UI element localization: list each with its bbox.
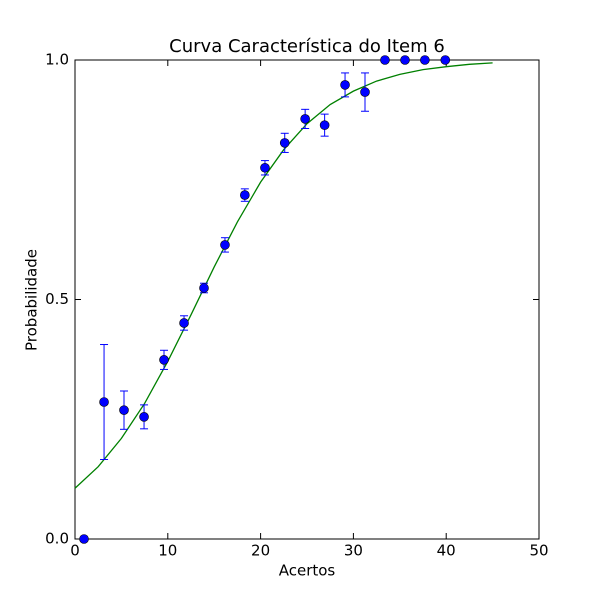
chart-title: Curva Característica do Item 6 bbox=[169, 36, 445, 57]
data-point bbox=[440, 55, 451, 65]
x-tick-label: 10 bbox=[158, 542, 177, 560]
y-tick-label: 0.5 bbox=[45, 290, 69, 308]
plot-frame bbox=[74, 59, 540, 540]
y-tick-label: 1.0 bbox=[45, 51, 69, 69]
data-point bbox=[300, 114, 310, 124]
data-point bbox=[99, 397, 109, 407]
x-tick-label: 30 bbox=[344, 542, 363, 560]
data-point bbox=[179, 318, 189, 328]
x-axis-label: Acertos bbox=[279, 562, 336, 580]
data-point bbox=[240, 190, 250, 200]
data-point bbox=[380, 55, 390, 65]
data-point bbox=[139, 412, 149, 422]
data-point bbox=[220, 240, 230, 250]
x-tick-label: 40 bbox=[437, 542, 456, 560]
data-point bbox=[119, 405, 129, 415]
data-point bbox=[340, 80, 350, 90]
data-point bbox=[279, 138, 290, 148]
data-point bbox=[360, 87, 370, 97]
x-tick-label: 20 bbox=[251, 542, 270, 560]
x-tick-label: 0 bbox=[70, 542, 80, 560]
data-point bbox=[199, 283, 209, 293]
data-point bbox=[260, 162, 270, 173]
data-point bbox=[159, 355, 169, 365]
data-point bbox=[79, 534, 89, 544]
data-point bbox=[420, 55, 430, 65]
y-axis-label: Probabilidade bbox=[23, 249, 41, 351]
data-point bbox=[400, 55, 410, 65]
data-point bbox=[319, 120, 330, 130]
x-tick-label: 50 bbox=[529, 542, 548, 560]
fit-curve bbox=[74, 62, 493, 489]
y-tick-label: 0.0 bbox=[45, 530, 69, 548]
